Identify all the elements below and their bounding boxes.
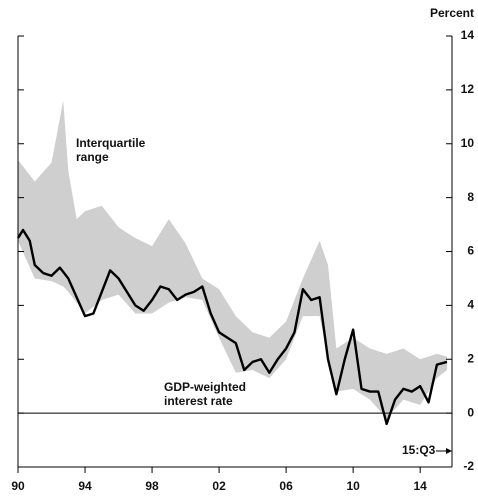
annotation-arrowhead bbox=[446, 448, 452, 454]
x-tick-label: 90 bbox=[11, 479, 25, 493]
y-axis-label: Percent bbox=[430, 6, 474, 20]
y-tick-label: 14 bbox=[461, 28, 475, 42]
y-tick-label: 10 bbox=[461, 136, 475, 150]
x-tick-label: 06 bbox=[279, 479, 293, 493]
y-tick-label: 8 bbox=[467, 190, 474, 204]
y-tick-label: -2 bbox=[463, 459, 474, 473]
interquartile-band bbox=[18, 100, 447, 419]
x-tick-label: 14 bbox=[413, 479, 427, 493]
x-tick-label: 10 bbox=[346, 479, 360, 493]
y-tick-label: 2 bbox=[467, 351, 474, 365]
line bbox=[16, 228, 448, 426]
x-tick-label: 02 bbox=[212, 479, 226, 493]
x-tick-label: 94 bbox=[78, 479, 92, 493]
y-tick-label: 4 bbox=[467, 298, 474, 312]
band-label: Interquartile range bbox=[76, 136, 146, 164]
x-tick-label: 98 bbox=[145, 479, 159, 493]
y-tick-label: 12 bbox=[461, 82, 475, 96]
series-label: GDP-weighted interest rate bbox=[164, 380, 247, 408]
annotation: 15:Q3 bbox=[402, 443, 436, 457]
y-tick-label: 6 bbox=[467, 244, 474, 258]
y-tick-label: 0 bbox=[467, 405, 474, 419]
